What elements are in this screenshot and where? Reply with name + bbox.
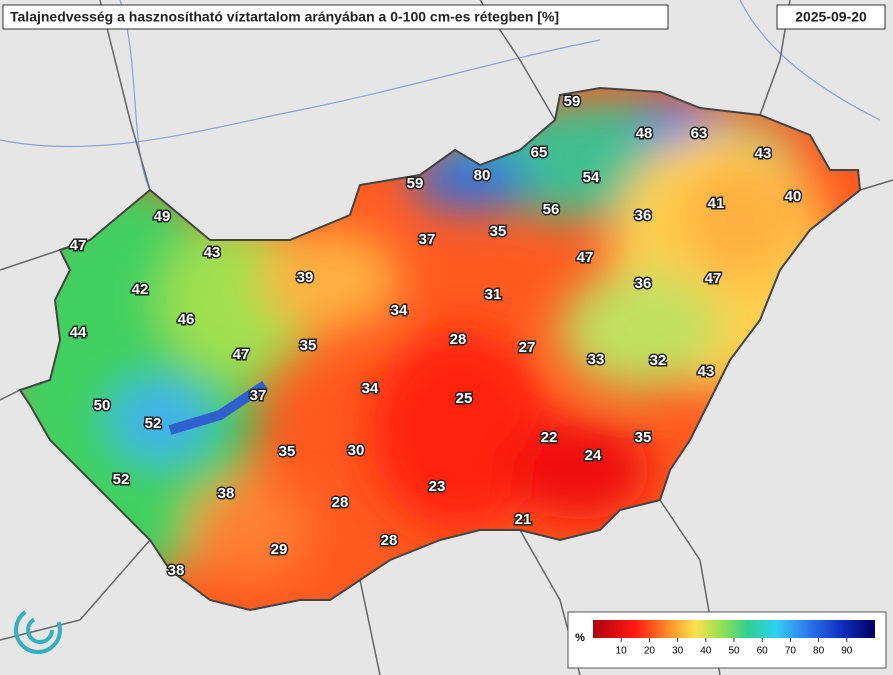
colorbar-tick-label: 10 [616,646,628,657]
station-value: 52 [113,471,130,488]
station-value: 38 [218,485,235,502]
station-value: 54 [583,169,600,186]
station-value: 42 [132,281,149,298]
colorbar-unit: % [575,632,585,644]
station-value: 59 [564,93,581,110]
station-value: 25 [456,390,473,407]
station-value: 29 [271,541,288,558]
date-frame [776,4,886,30]
logo [14,606,62,654]
station-value: 47 [705,270,722,287]
station-value: 59 [407,175,424,192]
station-value: 47 [70,237,87,254]
station-value: 49 [154,208,171,225]
station-value: 28 [381,532,398,549]
station-value: 21 [515,511,532,528]
station-value: 35 [300,337,317,354]
station-value: 80 [474,167,491,184]
station-value: 27 [519,339,536,356]
station-value: 36 [635,275,652,292]
lake-balaton [168,380,268,435]
station-value: 37 [250,387,267,404]
stations: 59 48 63 65 43 80 59 54 40 41 49 56 36 47 43 37 35 47 39 47… [68,91,803,580]
station-value: 43 [698,363,715,380]
colorbar-tick-label: 20 [644,646,656,657]
station-value: 35 [490,223,507,240]
colorbar-tick-label: 90 [841,646,853,657]
station-value: 28 [332,494,349,511]
station-value: 65 [531,144,548,161]
station-value: 40 [785,188,802,205]
station-value: 43 [204,244,221,261]
colorbar-tick-label: 30 [672,646,684,657]
station-value: 46 [178,311,195,328]
station-value: 44 [70,324,87,341]
station-value: 48 [636,125,653,142]
station-value: 33 [588,351,605,368]
station-value: 34 [362,380,379,397]
station-value: 31 [485,286,502,303]
colorbar-tick-label: 80 [813,646,825,657]
station-value: 38 [168,562,185,579]
colorbar-tick-label: 70 [785,646,797,657]
colorbar: % 10 20 30 40 50 60 70 80 90 [567,611,887,669]
station-value: 47 [577,249,594,266]
station-value: 50 [94,397,111,414]
station-value: 34 [391,302,408,319]
station-value: 23 [429,478,446,495]
station-value: 47 [233,346,250,363]
station-value: 35 [635,429,652,446]
colorbar-tick-label: 50 [728,646,740,657]
station-value: 30 [348,442,365,459]
station-value: 39 [297,269,314,286]
station-value: 63 [691,125,708,142]
station-value: 56 [543,201,560,218]
title-frame [2,4,669,30]
date: 2025-09-20 [795,9,867,25]
station-value: 41 [708,195,725,212]
colorbar-tick-label: 60 [757,646,769,657]
station-value: 36 [635,207,652,224]
colorbar-gradient [593,620,875,638]
station-value: 37 [419,231,436,248]
station-value: 35 [279,443,296,460]
station-value: 28 [450,331,467,348]
station-value: 32 [650,352,667,369]
title-box: Talajnedvesség a hasznosítható víztartal… [2,4,886,30]
colorbar-tick-label: 40 [700,646,712,657]
station-value: 24 [585,447,602,464]
station-value: 43 [755,145,772,162]
station-value: 52 [145,415,162,432]
title: Talajnedvesség a hasznosítható víztartal… [10,9,559,25]
station-value: 22 [541,429,558,446]
